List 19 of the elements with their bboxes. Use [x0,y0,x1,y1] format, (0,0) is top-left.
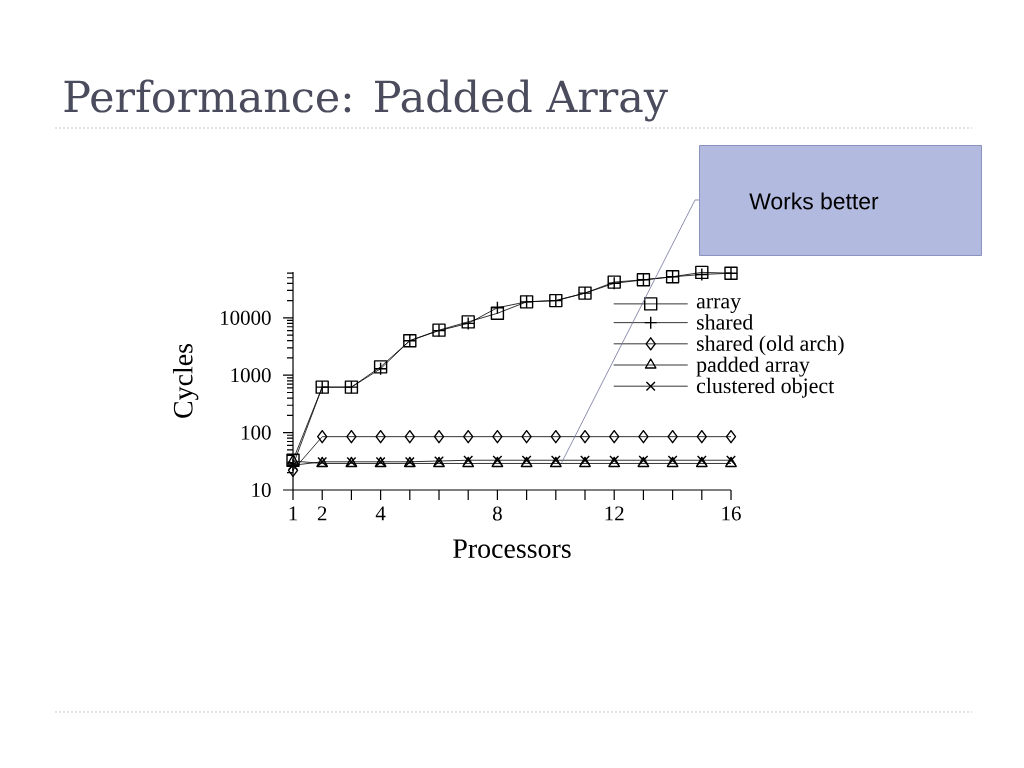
legend-label: array [696,297,742,314]
y-tick-label: 10 [252,482,271,498]
y-tick-label: 10000 [221,310,271,325]
legend-label: shared [697,314,754,330]
x-axis-title: Processors [453,539,571,558]
y-axis-title: Cycles [172,344,199,418]
x-tick-label: 16 [722,506,741,521]
y-tick-label: 100 [241,425,271,440]
y-tick-label: 1000 [231,368,271,383]
legend-label: padded array [696,356,810,377]
legend-label: clustered object [696,377,835,398]
x-tick-label: 1 [289,506,297,521]
annotation: Works better [749,192,879,210]
x-tick-label: 8 [492,506,502,521]
x-tick-label: 2 [317,506,327,521]
chart-title: Performance: Padded Array [64,79,668,122]
x-tick-label: 4 [375,506,386,521]
x-tick-label: 12 [605,506,624,521]
legend-label: shared (old arch) [697,335,844,356]
